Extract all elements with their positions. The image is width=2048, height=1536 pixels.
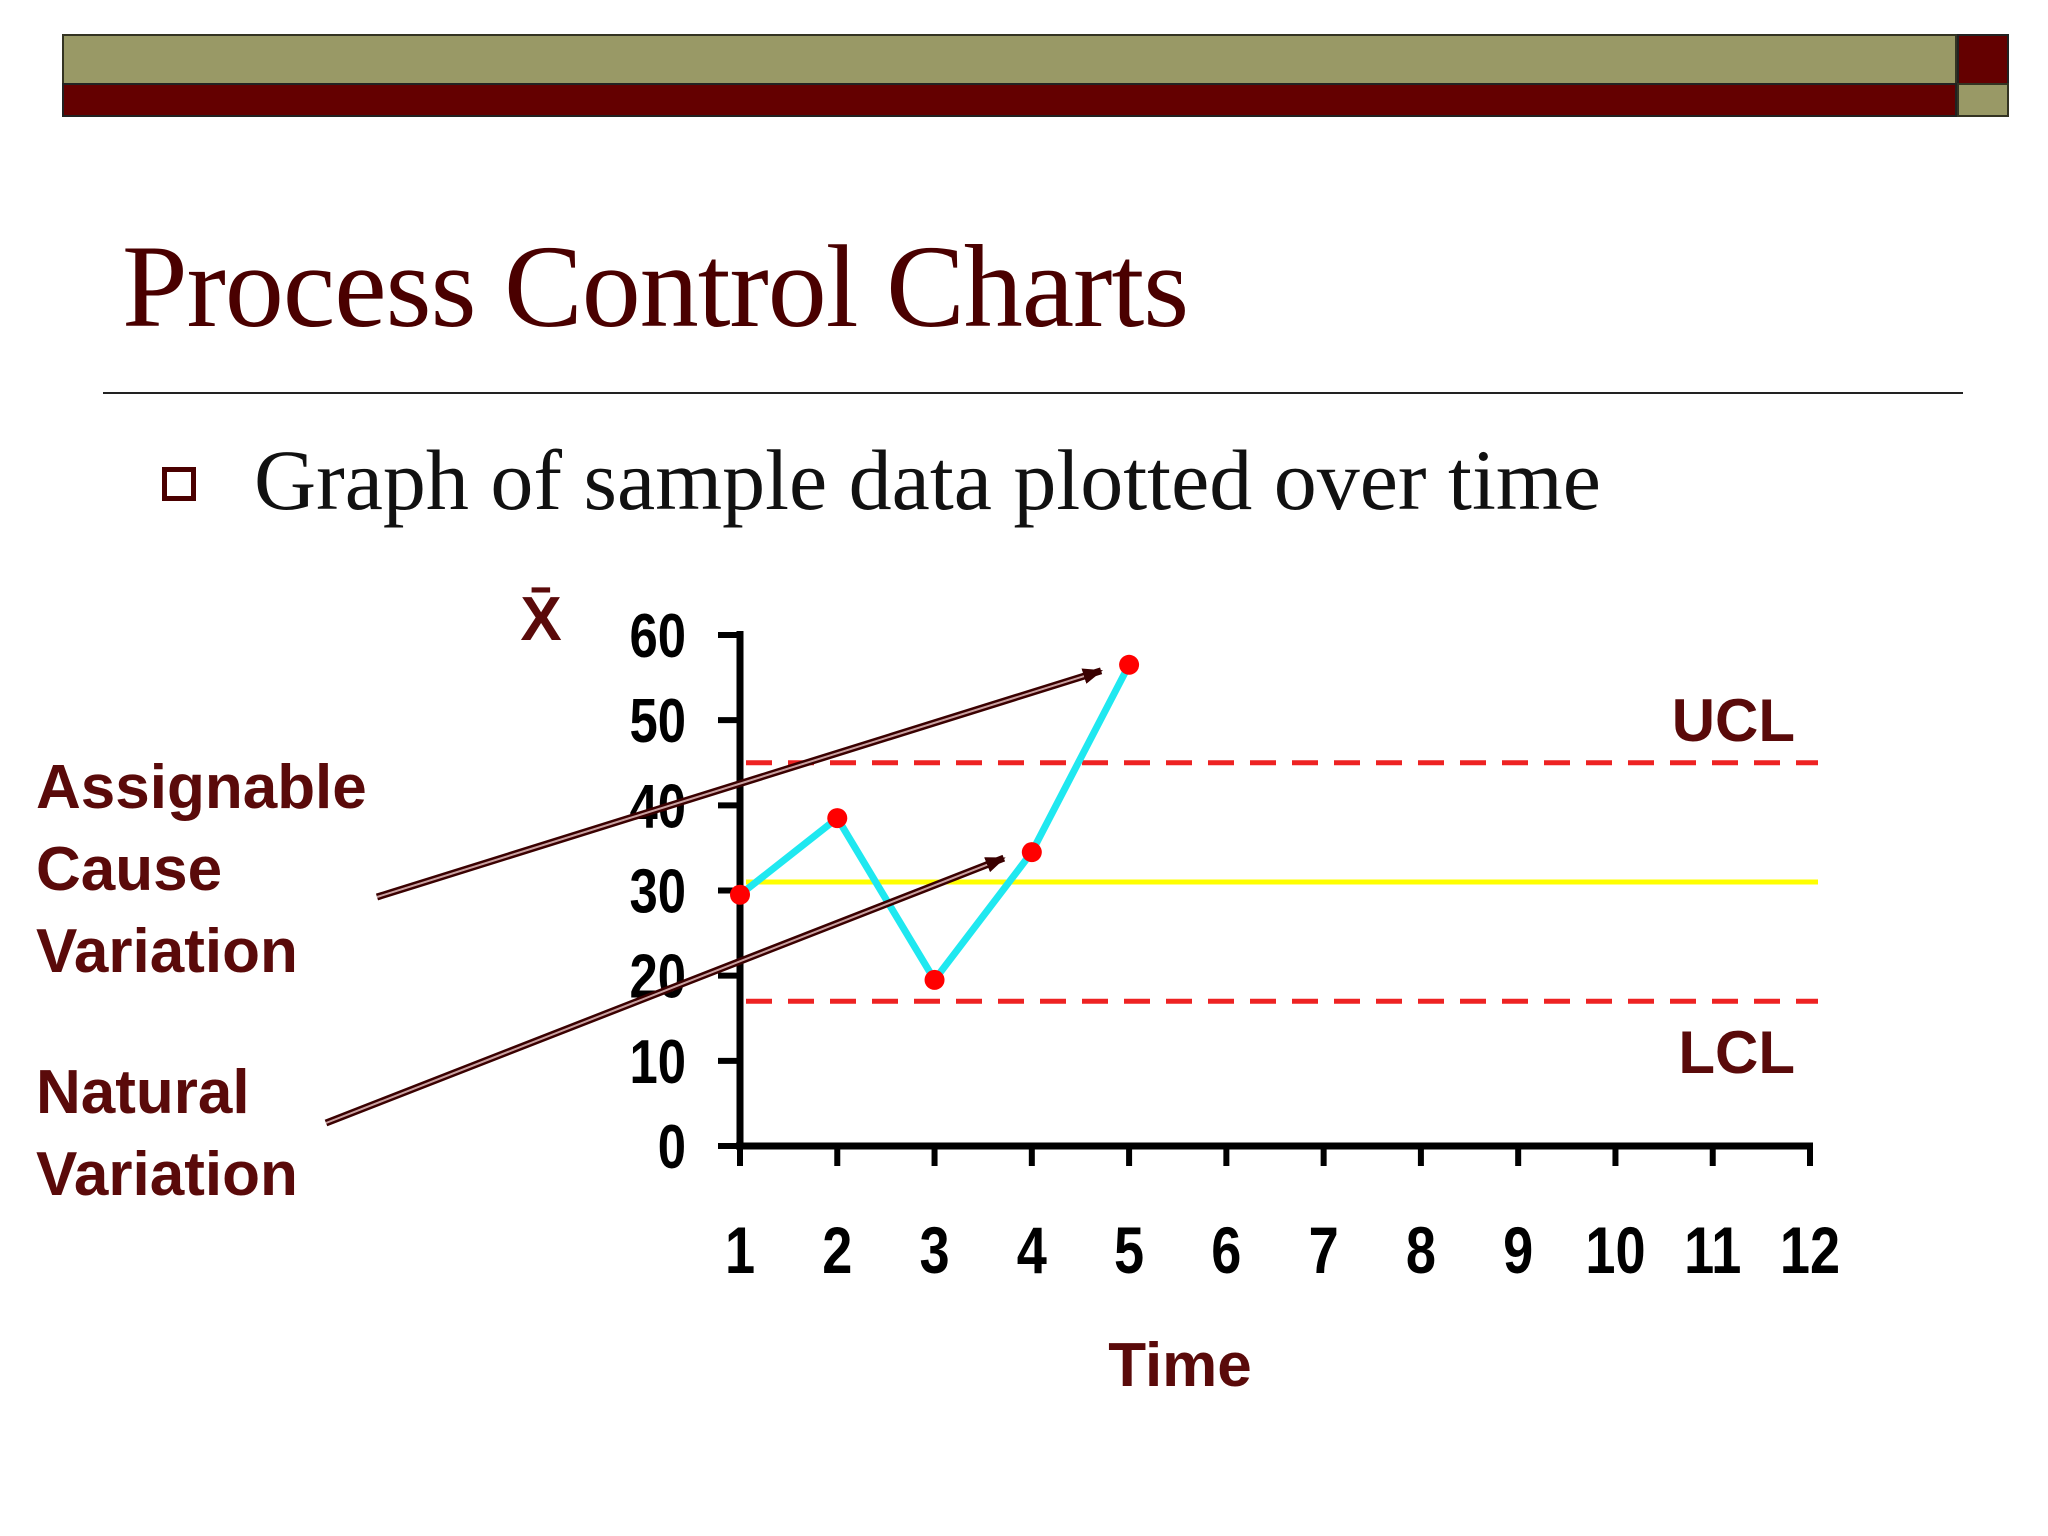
y-tick-label: 0 (658, 1113, 686, 1182)
annotation-label-line: Natural (36, 1058, 250, 1127)
data-point (730, 884, 750, 905)
x-tick-label: 11 (1684, 1213, 1741, 1287)
x-tick-label: 3 (919, 1213, 949, 1287)
data-point (1119, 654, 1140, 675)
annotation-label-line: Variation (36, 917, 298, 986)
x-tick-label: 6 (1211, 1213, 1241, 1287)
annotation-label-line: Assignable (36, 753, 367, 822)
data-point (827, 808, 848, 829)
x-tick-label: 12 (1780, 1213, 1840, 1287)
header-maroon-band (62, 83, 1957, 117)
y-tick-label: 30 (629, 858, 686, 927)
data-point (924, 969, 945, 990)
x-tick-label: 1 (725, 1213, 755, 1287)
header-corner-olive-block (1957, 83, 2009, 117)
y-tick-label: 10 (629, 1028, 686, 1097)
x-tick-label: 8 (1406, 1213, 1436, 1287)
series-line (737, 663, 1133, 984)
bullet-text: Graph of sample data plotted over time (254, 432, 1601, 528)
annotation-label-line: Cause (36, 835, 222, 904)
control-limit-label-lcl: LCL (1678, 1019, 1795, 1086)
annotation-arrow (325, 857, 1006, 1124)
y-axis-title: X̄ (520, 585, 561, 654)
x-tick-label: 2 (822, 1213, 852, 1287)
y-tick-label: 60 (629, 602, 686, 671)
x-tick-label: 9 (1503, 1213, 1533, 1287)
annotation-label-line: Variation (36, 1140, 298, 1209)
page-title: Process Control Charts (122, 221, 1189, 352)
title-divider (103, 392, 1963, 394)
header-olive-band (62, 34, 1957, 85)
y-tick-label: 50 (629, 687, 686, 756)
x-axis-title: Time (1108, 1331, 1252, 1400)
annotation-arrow (376, 668, 1103, 898)
control-limit-label-ucl: UCL (1672, 687, 1795, 754)
x-tick-label: 10 (1585, 1213, 1645, 1287)
x-tick-label: 4 (1017, 1213, 1047, 1287)
x-tick-label: 5 (1114, 1213, 1144, 1287)
header-bar (62, 34, 2009, 117)
hollow-square-icon (162, 467, 196, 501)
bullet-item: Graph of sample data plotted over time (162, 432, 1601, 528)
x-tick-label: 7 (1309, 1213, 1339, 1287)
data-point (1021, 842, 1042, 863)
